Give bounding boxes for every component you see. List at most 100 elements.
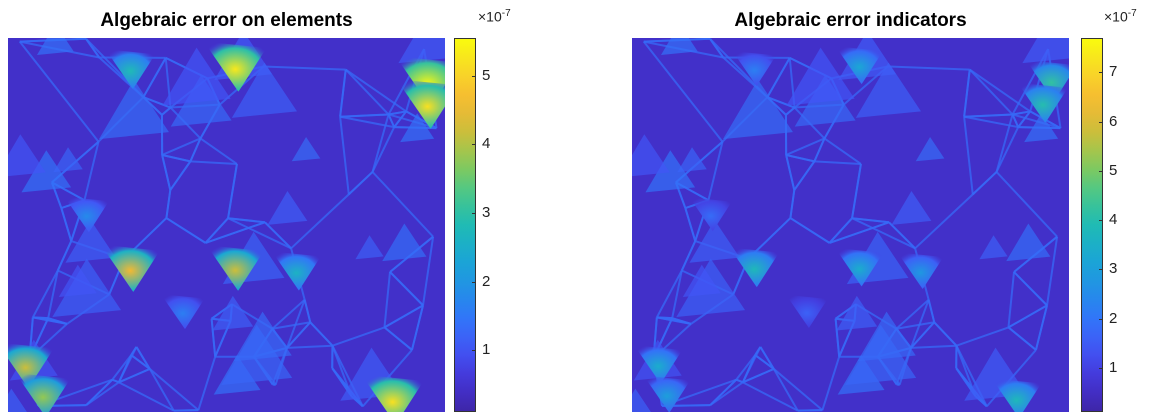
element-patch [53, 147, 83, 173]
element-edge [199, 137, 238, 165]
element-edge [742, 368, 775, 384]
element-edge [813, 138, 826, 162]
element-edge [742, 381, 799, 412]
element-edge [851, 217, 916, 250]
element-edge [161, 137, 201, 156]
hotspot-11 [160, 294, 205, 330]
element-edge [111, 354, 132, 381]
element-edge [383, 304, 424, 329]
element-edge [383, 271, 391, 328]
hotspot-7 [8, 343, 54, 389]
element-edge [735, 354, 756, 381]
element-edge [1011, 114, 1020, 128]
element-edge [143, 96, 171, 109]
element-edge [332, 326, 385, 347]
element-edge [1034, 305, 1048, 351]
colorbar-tick-mark [472, 350, 476, 352]
element-edge [972, 171, 998, 196]
element-edge [309, 321, 334, 347]
element-edge [963, 116, 974, 195]
colorbar [1081, 38, 1103, 412]
element-edge [410, 305, 424, 351]
element-edge [969, 68, 1031, 113]
colorbar-tick-label: 4 [482, 135, 491, 153]
colorbar-tick-label: 1 [482, 341, 491, 359]
colorbar-exponent: ×10-7 [478, 8, 511, 25]
element-patch [689, 219, 740, 263]
colorbar-tick-mark [1099, 121, 1103, 123]
colorbar-tick-mark [1099, 220, 1103, 222]
element-edge [197, 356, 217, 411]
hotspot-8 [15, 373, 71, 412]
element-edge [393, 110, 407, 128]
element-edge [785, 154, 796, 191]
element-edge [205, 221, 266, 244]
hotspot-3 [105, 49, 156, 90]
element-patch [682, 264, 721, 298]
element-edge [142, 57, 167, 98]
element-patch [1006, 223, 1051, 262]
element-patch [722, 79, 793, 140]
element-patch [836, 295, 878, 331]
element-edge [130, 354, 151, 370]
colorbar-tick-mark [1099, 367, 1103, 369]
colorbar-tick-label: 4 [1109, 211, 1118, 229]
element-edge [204, 217, 229, 244]
element-edge [851, 163, 862, 219]
colorbar-tick-label: 2 [482, 272, 491, 290]
element-edge [264, 221, 292, 250]
element-edge [331, 367, 364, 407]
colorbar-tick-label: 7 [1109, 63, 1118, 81]
element-edge [339, 69, 347, 117]
element-edge [189, 138, 202, 162]
hotspot-0 [835, 46, 883, 85]
element-edge [828, 217, 853, 244]
element-patch [21, 150, 72, 193]
element-edge [271, 298, 306, 330]
element-edge [789, 217, 830, 244]
element-edge [227, 217, 292, 250]
element-edge [286, 321, 311, 349]
colorbar-tick-mark [1099, 72, 1103, 74]
element-edge [766, 57, 791, 98]
element-edge [388, 110, 407, 116]
hotspot-9 [361, 374, 424, 412]
element-patch [36, 38, 74, 55]
element-edge [339, 116, 350, 195]
element-edge [161, 154, 172, 191]
element-edge [735, 378, 744, 384]
element-edge [963, 69, 971, 117]
element-patch [291, 136, 321, 162]
element-edge [161, 106, 172, 116]
colorbar-tick-label: 1 [1109, 358, 1118, 376]
element-edge [190, 160, 237, 165]
element-patch [212, 295, 254, 331]
element-edge [130, 346, 138, 356]
hotspot-4 [729, 247, 780, 288]
element-patch [632, 388, 651, 412]
element-edge [1007, 326, 1037, 351]
element-edge [773, 368, 824, 411]
element-patch [855, 62, 922, 118]
element-edge [785, 106, 796, 116]
chart-title: Algebraic error on elements [100, 10, 353, 31]
element-edge [969, 68, 1014, 116]
element-edge [964, 113, 1013, 118]
element-edge [339, 115, 395, 129]
element-edge [85, 381, 120, 406]
element-edge [165, 217, 206, 244]
element-edge [165, 189, 172, 219]
element-edge [995, 126, 1020, 173]
element-edge [371, 171, 434, 238]
element-edge [227, 163, 238, 219]
element-edge [387, 114, 396, 128]
hotspot-4 [100, 244, 160, 292]
element-edge [709, 38, 725, 59]
element-edge [135, 346, 151, 370]
colorbar-tick-mark [1099, 170, 1103, 172]
colorbar-exponent: ×10-7 [1104, 8, 1137, 25]
hotspot-11 [786, 294, 828, 328]
element-edge [910, 321, 935, 349]
exponent-base: ×10 [1104, 8, 1128, 25]
element-patch [979, 235, 1008, 260]
